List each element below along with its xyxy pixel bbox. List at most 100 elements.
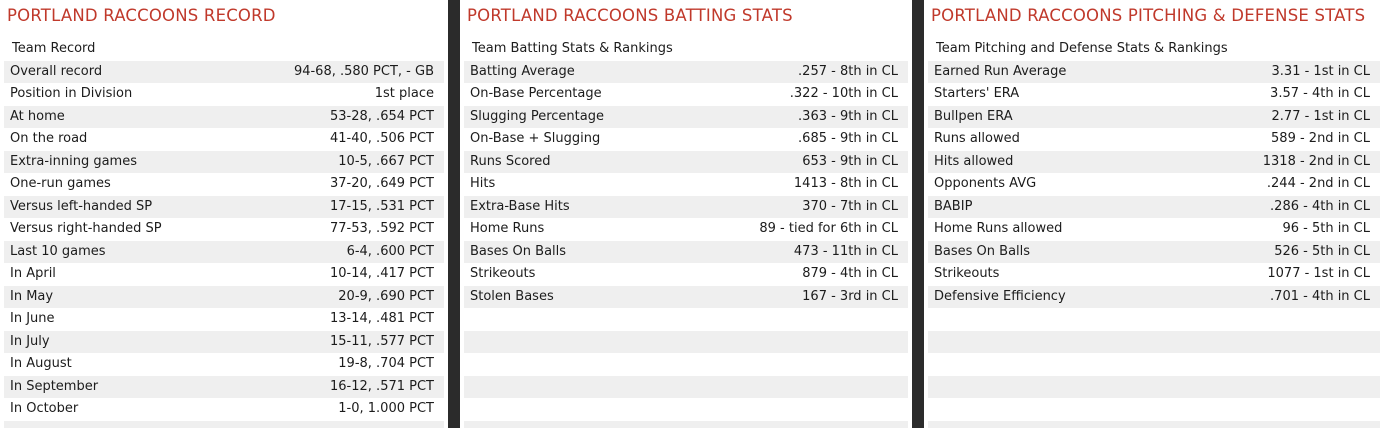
stat-label: In October bbox=[10, 401, 79, 416]
table-row: Runs Scored 653 - 9th in CL bbox=[464, 150, 908, 173]
stat-value bbox=[434, 421, 438, 428]
table-row: Defensive Efficiency .701 - 4th in CL bbox=[928, 285, 1380, 308]
stat-label: Starters' ERA bbox=[934, 86, 1020, 101]
stat-value: 589 - 2nd in CL bbox=[1271, 131, 1370, 146]
stat-value: .685 - 9th in CL bbox=[798, 131, 898, 146]
table-header: Team Record bbox=[4, 38, 444, 61]
stat-value bbox=[898, 398, 902, 421]
stat-label: On the road bbox=[10, 131, 88, 146]
stat-value: 1318 - 2nd in CL bbox=[1262, 153, 1370, 169]
stat-label: On-Base Percentage bbox=[470, 86, 602, 101]
table-row bbox=[464, 398, 908, 421]
stat-value: 37-20, .649 PCT bbox=[330, 176, 434, 191]
stat-label: Bullpen ERA bbox=[934, 108, 1013, 124]
table-row: Home Runs 89 - tied for 6th in CL bbox=[464, 218, 908, 241]
table-row: Versus right-handed SP 77-53, .592 PCT bbox=[4, 218, 444, 241]
stat-value: 20-9, .690 PCT bbox=[338, 288, 434, 304]
stat-value: 370 - 7th in CL bbox=[802, 198, 898, 214]
stat-label: Strikeouts bbox=[934, 266, 1000, 281]
table-row bbox=[4, 420, 444, 428]
table-row: Batting Average .257 - 8th in CL bbox=[464, 60, 908, 83]
stat-label: One-run games bbox=[10, 176, 111, 191]
stat-value bbox=[1370, 398, 1374, 421]
stat-label: Slugging Percentage bbox=[470, 108, 604, 124]
stat-value: 77-53, .592 PCT bbox=[330, 221, 434, 236]
stat-value: 526 - 5th in CL bbox=[1274, 243, 1370, 259]
table-row: BABIP .286 - 4th in CL bbox=[928, 195, 1380, 218]
table-row: On the road 41-40, .506 PCT bbox=[4, 128, 444, 151]
table-row: Extra-inning games 10-5, .667 PCT bbox=[4, 150, 444, 173]
stat-value: 10-14, .417 PCT bbox=[330, 266, 434, 281]
table-row bbox=[464, 353, 908, 376]
table-row: Bullpen ERA 2.77 - 1st in CL bbox=[928, 105, 1380, 128]
table-row: Bases On Balls 526 - 5th in CL bbox=[928, 240, 1380, 263]
stat-label: Home Runs allowed bbox=[934, 221, 1063, 236]
stat-value: 16-12, .571 PCT bbox=[330, 378, 434, 394]
table-row: Opponents AVG .244 - 2nd in CL bbox=[928, 173, 1380, 196]
table-row: In May 20-9, .690 PCT bbox=[4, 285, 444, 308]
table-row: In July 15-11, .577 PCT bbox=[4, 330, 444, 353]
stat-value: 1-0, 1.000 PCT bbox=[338, 401, 434, 416]
stat-value: 167 - 3rd in CL bbox=[802, 288, 898, 304]
stat-label: In April bbox=[10, 266, 56, 281]
table-row: In June 13-14, .481 PCT bbox=[4, 308, 444, 331]
table-row: Hits 1413 - 8th in CL bbox=[464, 173, 908, 196]
stat-value bbox=[898, 376, 902, 399]
table-row: In September 16-12, .571 PCT bbox=[4, 375, 444, 398]
stat-value: .363 - 9th in CL bbox=[798, 108, 898, 124]
table-row: On-Base Percentage .322 - 10th in CL bbox=[464, 83, 908, 106]
stat-value: 89 - tied for 6th in CL bbox=[759, 221, 898, 236]
stat-label: Overall record bbox=[10, 63, 103, 79]
table-row: Position in Division 1st place bbox=[4, 83, 444, 106]
stat-value bbox=[898, 308, 902, 331]
table-row: Stolen Bases 167 - 3rd in CL bbox=[464, 285, 908, 308]
table-row: In August 19-8, .704 PCT bbox=[4, 353, 444, 376]
stat-value: 879 - 4th in CL bbox=[802, 266, 898, 281]
stat-value: 3.31 - 1st in CL bbox=[1271, 63, 1370, 79]
table-row: Hits allowed 1318 - 2nd in CL bbox=[928, 150, 1380, 173]
stat-value bbox=[1370, 353, 1374, 376]
table-row: One-run games 37-20, .649 PCT bbox=[4, 173, 444, 196]
stat-value: 96 - 5th in CL bbox=[1282, 221, 1370, 236]
stat-label: Stolen Bases bbox=[470, 288, 554, 304]
stat-value: 41-40, .506 PCT bbox=[330, 131, 434, 146]
stat-value: 13-14, .481 PCT bbox=[330, 311, 434, 326]
stat-value: 53-28, .654 PCT bbox=[330, 108, 434, 124]
stat-value: .701 - 4th in CL bbox=[1270, 288, 1370, 304]
stat-label: In June bbox=[10, 311, 55, 326]
stat-label: In August bbox=[10, 356, 72, 371]
stat-value: 17-15, .531 PCT bbox=[330, 198, 434, 214]
pitching-table: Team Pitching and Defense Stats & Rankin… bbox=[928, 38, 1380, 428]
stat-label: Runs allowed bbox=[934, 131, 1020, 146]
table-row bbox=[928, 353, 1380, 376]
table-row: Runs allowed 589 - 2nd in CL bbox=[928, 128, 1380, 151]
stat-value: 473 - 11th in CL bbox=[793, 243, 898, 259]
stat-label: BABIP bbox=[934, 198, 973, 214]
stat-value: 2.77 - 1st in CL bbox=[1271, 108, 1370, 124]
stat-label: Earned Run Average bbox=[934, 63, 1067, 79]
table-row: In April 10-14, .417 PCT bbox=[4, 263, 444, 286]
table-row bbox=[928, 398, 1380, 421]
table-row bbox=[464, 330, 908, 354]
stat-label: Extra-inning games bbox=[10, 153, 137, 169]
table-header: Team Pitching and Defense Stats & Rankin… bbox=[928, 38, 1380, 61]
stat-value bbox=[1370, 331, 1374, 354]
table-row bbox=[928, 375, 1380, 398]
batting-stats-panel: PORTLAND RACCOONS BATTING STATS Team Bat… bbox=[460, 0, 912, 428]
table-row: Overall record 94-68, .580 PCT, - GB bbox=[4, 60, 444, 83]
stat-value: .257 - 8th in CL bbox=[798, 63, 898, 79]
stat-label: Versus right-handed SP bbox=[10, 221, 162, 236]
table-row: Earned Run Average 3.31 - 1st in CL bbox=[928, 60, 1380, 83]
stat-label: In May bbox=[10, 288, 54, 304]
table-row: Last 10 games 6-4, .600 PCT bbox=[4, 240, 444, 263]
table-row: Extra-Base Hits 370 - 7th in CL bbox=[464, 195, 908, 218]
stat-label: Hits allowed bbox=[934, 153, 1014, 169]
stat-value bbox=[898, 331, 902, 354]
stat-value: .322 - 10th in CL bbox=[789, 86, 898, 101]
stat-label: Versus left-handed SP bbox=[10, 198, 153, 214]
stat-value: 3.57 - 4th in CL bbox=[1270, 86, 1370, 101]
stat-value bbox=[898, 353, 902, 376]
stat-label: Bases On Balls bbox=[470, 243, 567, 259]
stat-label: In July bbox=[10, 333, 50, 349]
stat-label: Hits bbox=[470, 176, 496, 191]
